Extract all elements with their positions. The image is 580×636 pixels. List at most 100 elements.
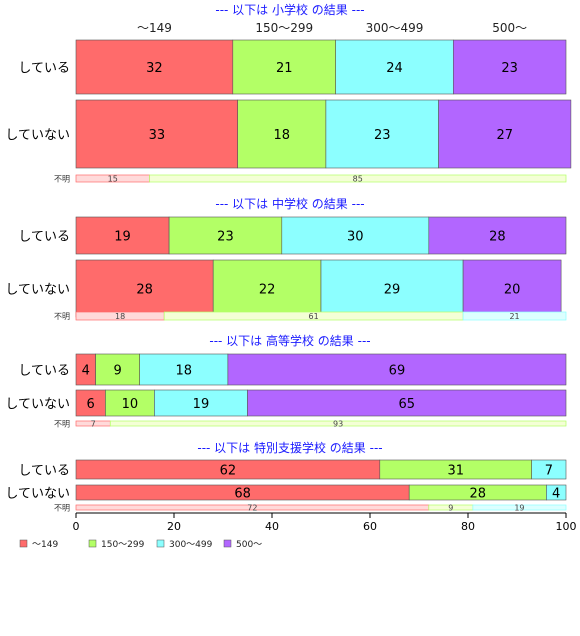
x-tick-label: 80 [461,520,475,533]
data-label: 23 [374,128,391,143]
unknown-data-label: 9 [448,504,453,513]
bar-segment [75,259,214,318]
bar-segment [281,216,430,255]
bar-segment [237,99,327,169]
unknown-segment [472,504,567,511]
unknown-data-label: 72 [247,504,257,513]
x-tick-label: 40 [265,520,279,533]
unknown-label: 不明 [54,312,70,321]
unknown-segment [109,420,567,427]
unknown-data-label: 18 [115,312,125,321]
unknown-segment [462,311,567,321]
panel-title: --- 以下は 小学校 の結果 --- [215,2,364,17]
data-label: 24 [386,61,403,76]
data-label: 22 [259,283,276,298]
bar-segment [335,39,454,95]
panel-title: --- 以下は 特別支援学校 の結果 --- [197,440,382,455]
legend-swatch [19,539,28,548]
column-header: 150〜299 [255,21,313,35]
column-header: 〜149 [137,21,172,35]
unknown-label: 不明 [54,420,70,429]
unknown-data-label: 61 [309,312,319,321]
bar-segment [75,39,234,95]
legend-swatch [223,539,232,548]
unknown-label: 不明 [54,175,70,184]
x-tick-label: 20 [167,520,181,533]
data-label: 30 [347,230,364,245]
legend-label: 〜149 [32,540,58,550]
bar-segment [75,216,170,255]
column-header: 300〜499 [366,21,424,35]
bar-segment [325,99,439,169]
legend-swatch [88,539,97,548]
data-label: 23 [217,230,234,245]
unknown-data-label: 21 [509,312,519,321]
data-label: 62 [220,464,237,479]
data-label: 18 [176,364,193,379]
data-label: 19 [114,230,131,245]
bar-segment [438,99,572,169]
panel-title: --- 以下は 中学校 の結果 --- [215,196,364,211]
row-label: していない [5,397,70,412]
data-label: 4 [82,364,90,379]
x-tick-label: 100 [556,520,577,533]
data-label: 28 [470,487,487,502]
data-label: 9 [114,364,122,379]
data-label: 69 [389,364,406,379]
data-label: 6 [87,397,95,412]
data-label: 68 [234,487,251,502]
bar-segment [232,39,337,95]
bar-segment [105,389,155,417]
row-label: している [18,230,70,245]
data-label: 29 [384,283,401,298]
bar-segment [168,216,283,255]
bar-segment [546,484,567,501]
bar-segment [227,353,567,386]
data-label: 4 [552,487,560,502]
legend-label: 300〜499 [169,540,213,550]
row-label: している [18,61,70,76]
data-label: 18 [274,128,291,143]
unknown-segment [149,174,567,183]
column-header: 500〜 [492,21,527,35]
bar-segment [462,259,562,318]
data-label: 65 [398,397,415,412]
data-label: 27 [496,128,513,143]
unknown-data-label: 19 [514,504,524,513]
data-label: 31 [447,464,464,479]
legend-label: 150〜299 [101,540,145,550]
x-tick-label: 60 [363,520,377,533]
bar-segment [320,259,464,318]
data-label: 28 [136,283,153,298]
data-label: 21 [276,61,293,76]
x-tick-label: 0 [73,520,80,533]
bar-segment [428,216,567,255]
bar-segment [75,389,106,417]
bar-segment [452,39,567,95]
data-label: 10 [122,397,139,412]
data-label: 7 [545,464,553,479]
unknown-data-label: 15 [108,175,118,184]
unknown-data-label: 93 [333,420,343,429]
bar-segment [154,389,248,417]
bar-segment [75,99,238,169]
panel-title: --- 以下は 高等学校 の結果 --- [209,333,370,348]
data-label: 20 [504,283,521,298]
data-label: 33 [149,128,166,143]
data-label: 23 [501,61,518,76]
data-label: 19 [193,397,210,412]
unknown-data-label: 85 [353,175,363,184]
bar-segment [212,259,322,318]
data-label: 32 [146,61,163,76]
bar-segment [139,353,229,386]
bar-segment [247,389,567,417]
unknown-data-label: 7 [91,420,96,429]
row-label: していない [5,487,70,502]
row-label: していない [5,128,70,143]
legend-swatch [156,539,165,548]
row-label: している [18,364,70,379]
bar-segment [531,459,567,480]
data-label: 28 [489,230,506,245]
row-label: していない [5,283,70,298]
